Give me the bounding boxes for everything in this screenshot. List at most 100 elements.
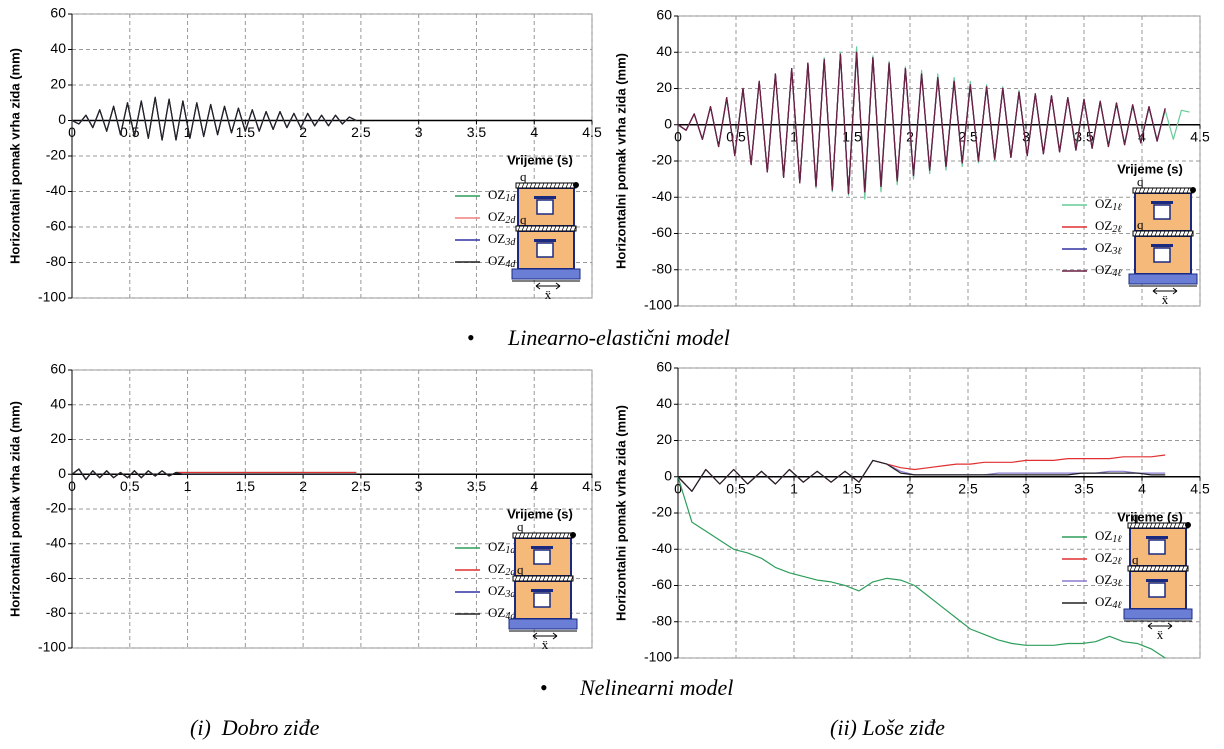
y-axis-label: Horizontalni pomak vrha zida (mm) [7, 401, 22, 617]
icon-hatch [521, 182, 525, 189]
icon-lintel [534, 196, 556, 199]
legend-label: OZ4ℓ [1095, 262, 1122, 279]
y-tick-label: -100 [644, 297, 672, 313]
y-tick-label: -60 [652, 576, 672, 592]
y-tick-label: -80 [652, 260, 672, 276]
y-tick-label: -20 [652, 152, 672, 168]
x-tick-label: 2.5 [351, 478, 371, 494]
icon-hatch [518, 532, 522, 539]
bullet: • [467, 325, 475, 350]
y-tick-label: 40 [50, 395, 66, 411]
icon-hatch [534, 532, 538, 539]
icon-hatch [1129, 522, 1133, 529]
icon-hatch [533, 225, 537, 232]
legend-label: OZ2ℓ [1095, 218, 1122, 235]
icon-hatch [566, 575, 570, 582]
y-tick-label: -20 [652, 504, 672, 520]
x-axis-label: Vrijeme (s) [507, 152, 573, 167]
legend-label: OZ1ℓ [1095, 528, 1122, 545]
icon-hatch [1165, 565, 1169, 572]
icon-hatch [1174, 230, 1178, 237]
x-tick-label: 4.5 [1190, 480, 1210, 496]
column-caption: (i) Dobro ziđe [190, 715, 320, 740]
x-tick-label: 1 [790, 480, 798, 496]
icon-hatch [557, 225, 561, 232]
icon-window [1153, 247, 1171, 263]
icon-label: q [517, 562, 524, 577]
icon-hatch [529, 225, 533, 232]
y-tick-label: 0 [58, 465, 66, 481]
icon-lintel [1151, 244, 1173, 247]
icon-hatch [537, 225, 541, 232]
icon-hatch [1158, 230, 1162, 237]
series-line [677, 51, 1166, 195]
icon-hatch [1169, 522, 1173, 529]
column-caption: (ii) Loše ziđe [830, 715, 945, 740]
icon-hatch [1134, 187, 1138, 194]
icon-hatch [1178, 187, 1182, 194]
y-tick-label: -40 [652, 540, 672, 556]
icon-base [1123, 608, 1193, 620]
legend-label: OZ3d [488, 231, 516, 248]
x-tick-label: 3.5 [467, 478, 487, 494]
icon-hatch [569, 182, 573, 189]
icon-hatch [553, 225, 557, 232]
y-axis-label: Horizontalni pomak vrha zida (mm) [613, 405, 628, 621]
x-tick-label: 3 [415, 124, 423, 140]
x-tick-label: 3.5 [467, 124, 487, 140]
y-axis-label: Horizontalni pomak vrha zida (mm) [613, 53, 628, 269]
icon-hatch [530, 532, 534, 539]
icon-hatch [561, 225, 565, 232]
icon-hatch [553, 182, 557, 189]
icon-hatch [565, 182, 569, 189]
icon-window [1153, 204, 1171, 220]
icon-hatch [557, 182, 561, 189]
icon-window [536, 199, 554, 215]
x-tick-label: 2.5 [958, 480, 978, 496]
icon-hatch [1146, 230, 1150, 237]
icon-hatch [1166, 187, 1170, 194]
icon-hatch [1157, 522, 1161, 529]
y-tick-label: 20 [656, 79, 672, 95]
x-tick-label: 2.5 [351, 124, 371, 140]
x-tick-label: 2 [906, 480, 914, 496]
legend-label: OZ4ℓ [1095, 594, 1122, 611]
y-tick-label: -60 [46, 218, 66, 234]
series-line [71, 96, 357, 141]
y-tick-label: 20 [50, 76, 66, 92]
legend-label: OZ3d [488, 583, 516, 600]
legend-label: OZ4d [488, 605, 516, 622]
legend-label: OZ3ℓ [1095, 572, 1122, 589]
icon-hatch [1137, 522, 1141, 529]
icon-arrow [532, 632, 558, 640]
icon-hatch [1190, 230, 1194, 237]
y-tick-label: 20 [656, 431, 672, 447]
icon-hatch [1137, 565, 1141, 572]
x-tick-label: 3 [1022, 128, 1030, 144]
icon-hatch [1162, 230, 1166, 237]
x-tick-label: 3 [415, 478, 423, 494]
y-tick-label: -40 [652, 188, 672, 204]
icon-lintel [531, 589, 553, 592]
icon-hatch [1165, 522, 1169, 529]
x-tick-label: 1 [790, 128, 798, 144]
icon-hatch [1182, 230, 1186, 237]
y-tick-label: -80 [652, 612, 672, 628]
icon-label: q [520, 169, 527, 184]
y-tick-label: 40 [656, 395, 672, 411]
x-axis-label: Vrijeme (s) [1117, 509, 1183, 524]
icon-hatch [1141, 565, 1145, 572]
y-tick-label: 60 [656, 7, 672, 23]
icon-hatch [525, 182, 529, 189]
icon-hatch [549, 225, 553, 232]
x-tick-label: 2.5 [958, 128, 978, 144]
icon-hatch [530, 575, 534, 582]
legend-label: OZ1d [488, 187, 516, 204]
x-tick-label: 4.5 [582, 124, 602, 140]
icon-label: q [1137, 174, 1144, 189]
icon-hatch [522, 532, 526, 539]
x-tick-label: 4 [530, 124, 538, 140]
icon-hatch [1134, 230, 1138, 237]
icon-hatch [1174, 187, 1178, 194]
